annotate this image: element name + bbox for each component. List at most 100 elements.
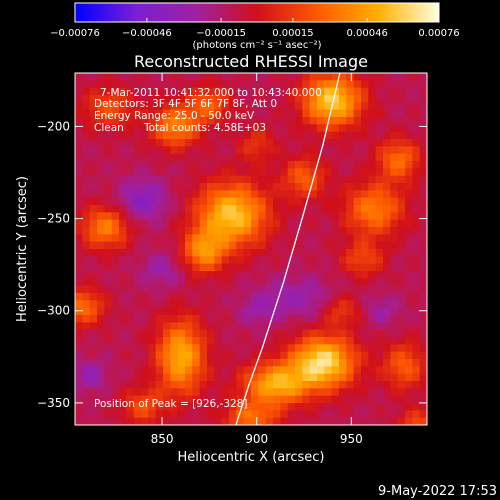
heatmap-cell (353, 146, 362, 155)
heatmap-cell (383, 146, 391, 155)
heatmap-cell (199, 271, 208, 279)
heatmap-cell (243, 344, 252, 353)
heatmap-cell (163, 205, 171, 213)
heatmap-cell (243, 146, 252, 155)
heatmap-cell (192, 117, 201, 125)
heatmap-cell (170, 205, 179, 213)
heatmap-cell (390, 300, 399, 309)
heatmap-cell (192, 73, 201, 81)
heatmap-cell (229, 410, 237, 419)
heatmap-cell (119, 102, 127, 111)
heatmap-cell (353, 161, 362, 169)
heatmap-cell (265, 300, 274, 309)
heatmap-cell (265, 285, 274, 294)
heatmap-cell (243, 329, 252, 338)
heatmap-cell (119, 271, 127, 279)
heatmap-cell (177, 161, 186, 169)
heatmap-cell (302, 285, 311, 294)
heatmap-cell (97, 234, 105, 243)
heatmap-cell (405, 124, 413, 133)
heatmap-cell (258, 95, 267, 103)
heatmap-cell (236, 417, 245, 425)
heatmap-cell (324, 190, 333, 199)
heatmap-cell (353, 153, 362, 162)
heatmap-cell (353, 388, 362, 397)
heatmap-cell (361, 285, 369, 294)
heatmap-cell (412, 95, 421, 103)
heatmap-cell (295, 278, 303, 287)
heatmap-cell (368, 168, 377, 177)
heatmap-cell (317, 417, 325, 425)
heatmap-cell (390, 146, 399, 155)
heatmap-cell (309, 410, 318, 419)
heatmap-cell (346, 161, 355, 169)
heatmap-cell (419, 293, 427, 301)
heatmap-cell (273, 73, 281, 81)
heatmap-cell (397, 212, 406, 221)
heatmap-cell (397, 351, 406, 360)
heatmap-cell (324, 131, 333, 140)
heatmap-cell (324, 153, 333, 162)
heatmap-cell (280, 256, 289, 265)
heatmap-cell (148, 329, 157, 338)
heatmap-cell (258, 131, 267, 140)
heatmap-cell (353, 234, 362, 243)
heatmap-cell (148, 117, 157, 125)
heatmap-cell (126, 197, 135, 206)
heatmap-cell (280, 131, 289, 140)
heatmap-cell (375, 73, 384, 81)
heatmap-cell (199, 359, 208, 367)
heatmap-cell (133, 344, 142, 353)
heatmap-cell (273, 175, 281, 184)
heatmap-cell (302, 139, 311, 147)
heatmap-cell (243, 95, 252, 103)
heatmap-cell (104, 73, 113, 81)
heatmap-cell (214, 212, 223, 221)
heatmap-cell (75, 212, 83, 221)
heatmap-cell (133, 234, 142, 243)
heatmap-cell (265, 395, 274, 404)
heatmap-cell (243, 131, 252, 140)
heatmap-cell (265, 366, 274, 375)
heatmap-cell (412, 139, 421, 147)
heatmap-cell (353, 256, 362, 265)
heatmap-cell (295, 183, 303, 191)
heatmap-cell (155, 249, 164, 257)
heatmap-cell (324, 168, 333, 177)
heatmap-cell (331, 381, 340, 389)
heatmap-cell (82, 359, 91, 367)
heatmap-cell (111, 373, 120, 382)
heatmap-cell (89, 109, 98, 118)
heatmap-cell (258, 102, 267, 111)
heatmap-cell (273, 87, 281, 96)
heatmap-cell (177, 102, 186, 111)
heatmap-cell (361, 168, 369, 177)
heatmap-cell (163, 168, 171, 177)
heatmap-cell (295, 395, 303, 404)
heatmap-cell (390, 381, 399, 389)
heatmap-cell (317, 219, 325, 228)
heatmap-cell (273, 168, 281, 177)
heatmap-cell (126, 153, 135, 162)
heatmap-cell (126, 190, 135, 199)
heatmap-cell (236, 227, 245, 235)
heatmap-cell (258, 322, 267, 331)
heatmap-cell (104, 87, 113, 96)
heatmap-cell (412, 212, 421, 221)
heatmap-cell (258, 373, 267, 382)
heatmap-cell (199, 197, 208, 206)
heatmap-cell (155, 219, 164, 228)
heatmap-cell (405, 95, 413, 103)
heatmap-cell (214, 249, 223, 257)
heatmap-cell (119, 139, 127, 147)
annotation-total-counts: Total counts: 4.58E+03 (143, 122, 266, 134)
heatmap-cell (339, 212, 347, 221)
heatmap-cell (280, 271, 289, 279)
heatmap-cell (265, 271, 274, 279)
heatmap-cell (75, 109, 83, 118)
heatmap-cell (199, 95, 208, 103)
heatmap-cell (258, 359, 267, 367)
heatmap-cell (280, 395, 289, 404)
heatmap-cell (207, 153, 215, 162)
heatmap-cell (390, 234, 399, 243)
